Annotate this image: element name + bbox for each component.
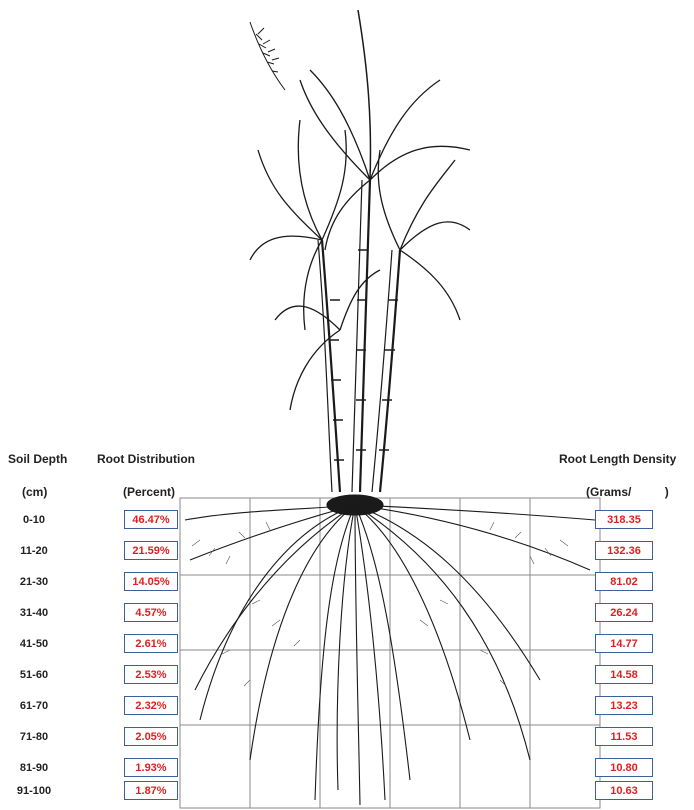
root-percent-value: 2.05% (124, 727, 178, 746)
root-density-value: 10.80 (595, 758, 653, 777)
root-percent-value: 46.47% (124, 510, 178, 529)
root-percent-value: 1.93% (124, 758, 178, 777)
root-length-density-header: Root Length Density (559, 452, 677, 466)
depth-label: 51-60 (19, 669, 49, 681)
root-density-value: 132.36 (595, 541, 653, 560)
root-percent-value: 4.57% (124, 603, 178, 622)
root-percent-value: 2.53% (124, 665, 178, 684)
cane-stalks (317, 9, 402, 493)
soil-depth-header: Soil Depth (8, 452, 68, 466)
soil-grid (179, 497, 601, 809)
root-system (184, 494, 596, 806)
depth-label: 41-50 (19, 638, 49, 650)
root-percent-value: 1.87% (124, 781, 178, 800)
root-density-value: 13.23 (595, 696, 653, 715)
root-density-value: 11.53 (595, 727, 653, 746)
depth-label: 91-100 (16, 785, 52, 797)
cane-tassel (249, 21, 286, 91)
root-density-value: 318.35 (595, 510, 653, 529)
depth-label: 71-80 (19, 731, 49, 743)
root-density-value: 81.02 (595, 572, 653, 591)
root-percent-value: 2.32% (124, 696, 178, 715)
depth-label: 11-20 (20, 545, 48, 557)
root-distribution-unit: (Percent) (123, 485, 176, 499)
soil-depth-unit: (cm) (22, 485, 48, 499)
root-density-value: 14.58 (595, 665, 653, 684)
root-density-value: 10.63 (595, 781, 653, 800)
root-percent-value: 14.05% (124, 572, 178, 591)
root-percent-value: 21.59% (124, 541, 178, 560)
root-density-value: 26.24 (595, 603, 653, 622)
root-density-value: 14.77 (595, 634, 653, 653)
root-distribution-header: Root Distribution (97, 452, 195, 466)
root-length-density-unit: (Grams/ ) (586, 485, 669, 499)
depth-label: 0-10 (22, 514, 46, 526)
depth-label: 61-70 (19, 700, 49, 712)
root-percent-value: 2.61% (124, 634, 178, 653)
depth-label: 21-30 (19, 576, 49, 588)
depth-label: 81-90 (19, 762, 49, 774)
cane-leaves (249, 69, 471, 411)
depth-label: 31-40 (19, 607, 49, 619)
